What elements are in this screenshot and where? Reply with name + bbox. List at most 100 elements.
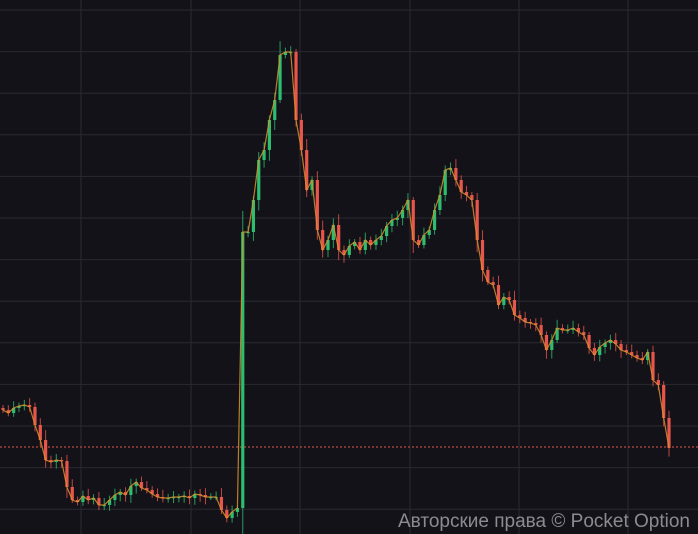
candle-down xyxy=(651,352,655,380)
candle-down xyxy=(464,192,469,195)
candle-up xyxy=(241,232,245,508)
candle-down xyxy=(155,494,160,497)
candle-down xyxy=(576,328,581,332)
candle-down xyxy=(294,52,298,120)
candle-up xyxy=(385,226,389,236)
candle-up xyxy=(395,218,399,220)
candle-down xyxy=(534,323,538,325)
candle-up xyxy=(555,328,559,340)
candle-up xyxy=(118,492,122,495)
candle-down xyxy=(518,315,522,318)
candle-up xyxy=(502,297,506,305)
candle-down xyxy=(321,230,325,250)
candle-up xyxy=(427,230,431,235)
candle-down xyxy=(358,242,362,250)
candle-up xyxy=(374,240,378,245)
candle-down xyxy=(44,440,48,460)
candle-down xyxy=(560,328,565,330)
candle-up xyxy=(598,347,602,355)
candle-down xyxy=(225,510,229,518)
candle-up xyxy=(134,482,138,486)
candle-down xyxy=(512,300,517,315)
candle-down xyxy=(587,335,591,348)
candle-up xyxy=(603,343,607,347)
candle-up xyxy=(646,352,650,360)
candle-up xyxy=(81,496,85,502)
candle-up xyxy=(571,328,575,330)
candle-up xyxy=(257,160,261,200)
candle-down xyxy=(337,225,341,250)
candle-up xyxy=(422,235,426,245)
candle-down xyxy=(97,498,101,505)
candle-up xyxy=(193,494,197,498)
candle-down xyxy=(150,490,154,494)
candle-down xyxy=(667,418,671,448)
candle-down xyxy=(656,380,660,385)
candle-down xyxy=(123,492,128,495)
candle-down xyxy=(416,240,421,245)
candle-down xyxy=(219,497,224,510)
candle-up xyxy=(113,495,117,500)
candle-down xyxy=(299,120,303,150)
candle-down xyxy=(582,332,586,335)
candle-up xyxy=(331,225,335,240)
candle-down xyxy=(454,168,458,180)
candle-down xyxy=(592,348,597,355)
candle-down xyxy=(65,461,69,487)
candle-up xyxy=(91,498,96,500)
candle-down xyxy=(507,297,511,300)
candle-down xyxy=(459,180,463,192)
candle-up xyxy=(12,408,16,413)
candle-down xyxy=(49,460,53,462)
candle-down xyxy=(342,250,346,255)
candle-down xyxy=(38,425,42,440)
candle-down xyxy=(491,282,495,285)
candle-up xyxy=(443,170,447,195)
copyright-watermark: Авторские права © Pocket Option xyxy=(397,511,690,532)
candle-up xyxy=(401,210,405,218)
candle-up xyxy=(406,200,410,210)
candle-down xyxy=(6,410,10,413)
candle-down xyxy=(1,408,5,410)
candle-down xyxy=(28,405,32,407)
price-line xyxy=(2,51,670,519)
candle-down xyxy=(619,344,623,350)
candle-up xyxy=(326,240,330,250)
candle-down xyxy=(486,270,490,282)
candle-up xyxy=(251,200,256,232)
candle-down xyxy=(480,240,485,270)
candle-down xyxy=(315,180,319,230)
candle-up xyxy=(283,52,287,55)
candle-down xyxy=(496,285,501,305)
candle-down xyxy=(203,495,208,497)
candle-down xyxy=(70,487,74,500)
candle-up xyxy=(267,120,271,150)
candle-up xyxy=(262,150,266,160)
candle-down xyxy=(369,240,373,245)
candle-up xyxy=(390,220,394,226)
candle-up xyxy=(379,236,383,240)
candle-up xyxy=(278,55,282,100)
candle-down xyxy=(475,200,479,240)
candle-up xyxy=(54,460,58,462)
candle-up xyxy=(235,508,240,512)
candle-down xyxy=(145,488,149,490)
candle-down xyxy=(139,482,144,488)
candle-up xyxy=(347,246,351,255)
candle-down xyxy=(614,340,618,344)
candle-down xyxy=(539,325,543,335)
candle-up xyxy=(17,406,21,408)
candle-up xyxy=(107,500,112,505)
candle-up xyxy=(608,340,612,343)
candle-down xyxy=(411,200,415,240)
candle-up xyxy=(230,512,234,518)
candle-up xyxy=(550,340,554,350)
candle-up xyxy=(353,242,357,246)
candle-up xyxy=(363,240,367,250)
candle-up xyxy=(129,486,133,495)
candle-up xyxy=(273,100,277,120)
candle-down xyxy=(33,407,37,425)
candle-down xyxy=(635,355,639,358)
